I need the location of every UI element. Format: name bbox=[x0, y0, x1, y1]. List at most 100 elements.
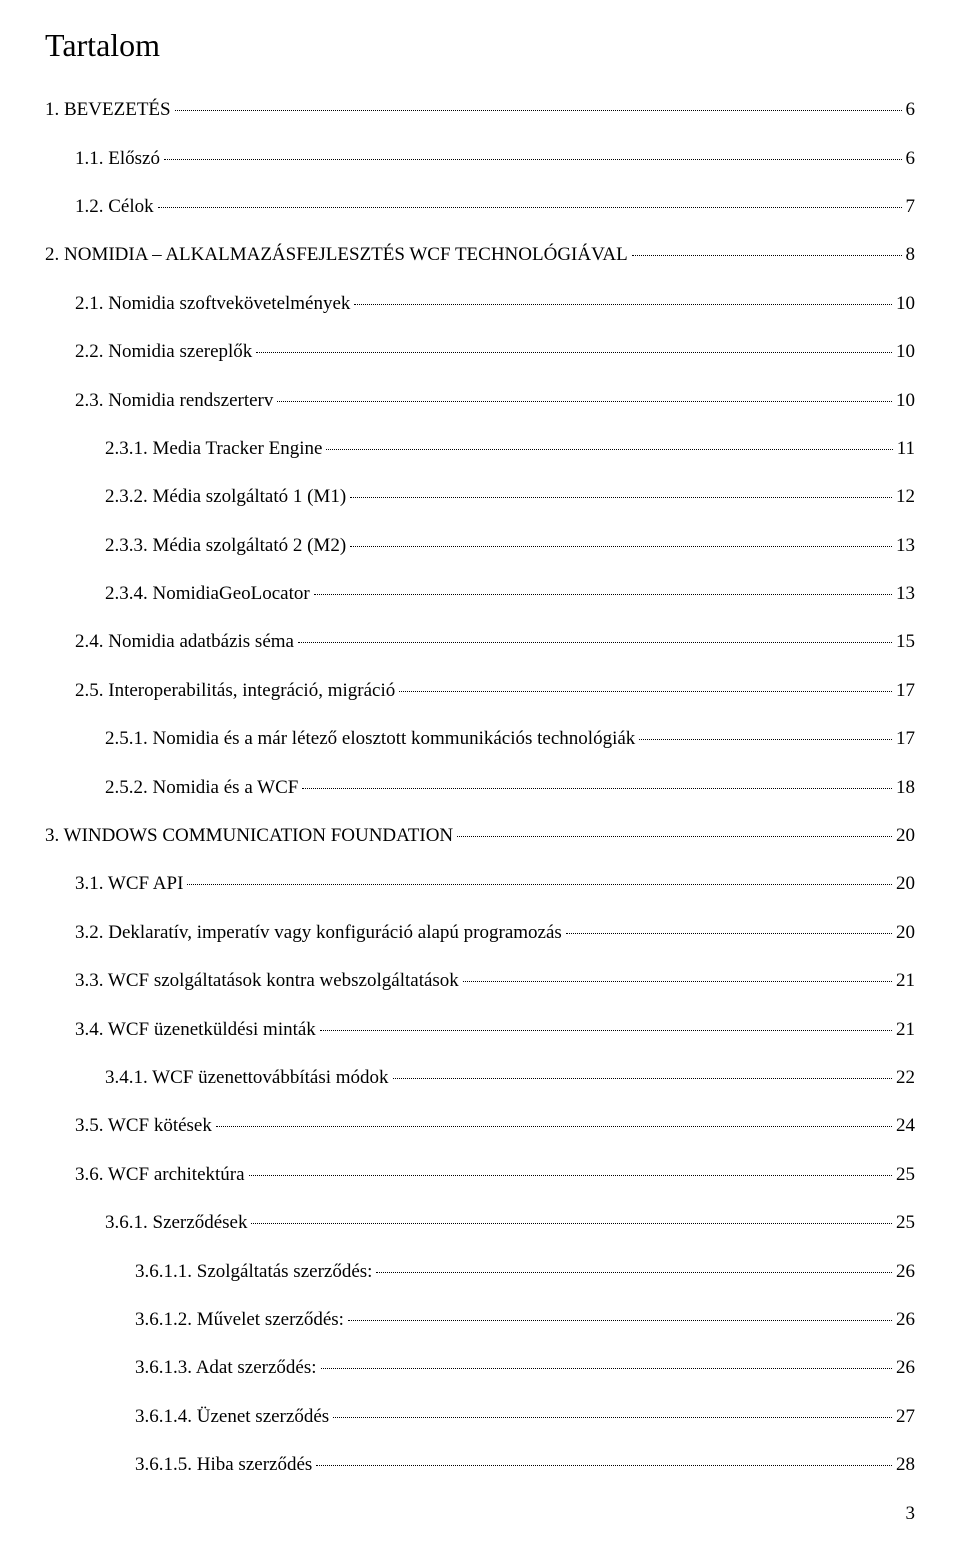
toc-leader bbox=[298, 642, 892, 643]
toc-leader bbox=[639, 739, 892, 740]
toc-leader bbox=[314, 594, 892, 595]
toc-entry: 1.1. Előszó 6 bbox=[45, 144, 915, 174]
toc-leader bbox=[376, 1272, 892, 1273]
table-of-contents: 1. BEVEZETÉS6 1.1. Előszó 6 1.2. Célok7 2. N… bbox=[45, 95, 915, 1480]
toc-entry-label: 2.3.2. Média szolgáltató 1 (M1) bbox=[105, 482, 346, 512]
toc-entry-page: 11 bbox=[897, 434, 915, 464]
toc-entry: 3.4.1. WCF üzenettovábbítási módok22 bbox=[45, 1063, 915, 1093]
toc-entry-label: 3.5. WCF kötések bbox=[75, 1111, 212, 1141]
toc-entry-label: 3.6.1.4. Üzenet szerződés bbox=[135, 1402, 329, 1432]
toc-entry-label: 3.6. WCF architektúra bbox=[75, 1160, 245, 1190]
toc-leader bbox=[320, 1030, 892, 1031]
toc-leader bbox=[164, 159, 902, 160]
toc-leader bbox=[216, 1126, 892, 1127]
toc-entry: 2. NOMIDIA – ALKALMAZÁSFEJLESZTÉS WCF TE… bbox=[45, 240, 915, 270]
toc-entry-page: 15 bbox=[896, 627, 915, 657]
toc-leader bbox=[463, 981, 892, 982]
toc-leader bbox=[632, 255, 902, 256]
toc-leader bbox=[158, 207, 902, 208]
toc-entry-page: 22 bbox=[896, 1063, 915, 1093]
toc-entry-page: 26 bbox=[896, 1257, 915, 1287]
toc-entry: 2.3.3. Média szolgáltató 2 (M2) 13 bbox=[45, 531, 915, 561]
toc-entry-label: 3.6.1.1. Szolgáltatás szerződés: bbox=[135, 1257, 372, 1287]
toc-entry-page: 17 bbox=[896, 676, 915, 706]
page-title: Tartalom bbox=[45, 20, 915, 71]
toc-entry-label: 3.4. WCF üzenetküldési minták bbox=[75, 1015, 316, 1045]
toc-entry: 2.5.1. Nomidia és a már létező elosztott… bbox=[45, 724, 915, 754]
toc-entry-label: 1.2. Célok bbox=[75, 192, 154, 222]
toc-entry: 1.2. Célok7 bbox=[45, 192, 915, 222]
toc-entry: 3.4. WCF üzenetküldési minták 21 bbox=[45, 1015, 915, 1045]
toc-entry-page: 25 bbox=[896, 1160, 915, 1190]
toc-entry-label: 2.3.1. Media Tracker Engine bbox=[105, 434, 322, 464]
toc-entry-page: 20 bbox=[896, 869, 915, 899]
toc-entry: 3.1. WCF API 20 bbox=[45, 869, 915, 899]
toc-entry: 3.6.1.1. Szolgáltatás szerződés: 26 bbox=[45, 1257, 915, 1287]
toc-entry: 3.2. Deklaratív, imperatív vagy konfigur… bbox=[45, 918, 915, 948]
toc-entry-page: 12 bbox=[896, 482, 915, 512]
toc-leader bbox=[399, 691, 892, 692]
toc-entry-label: 3.2. Deklaratív, imperatív vagy konfigur… bbox=[75, 918, 562, 948]
toc-entry-page: 25 bbox=[896, 1208, 915, 1238]
toc-leader bbox=[256, 352, 892, 353]
toc-entry: 2.3. Nomidia rendszerterv 10 bbox=[45, 386, 915, 416]
toc-leader bbox=[251, 1223, 892, 1224]
toc-leader bbox=[326, 449, 892, 450]
toc-entry: 3.6.1. Szerződések 25 bbox=[45, 1208, 915, 1238]
toc-entry-label: 3.6.1.3. Adat szerződés: bbox=[135, 1353, 317, 1383]
toc-entry: 1. BEVEZETÉS6 bbox=[45, 95, 915, 125]
toc-entry-page: 10 bbox=[896, 289, 915, 319]
toc-entry: 3.6.1.5. Hiba szerződés 28 bbox=[45, 1450, 915, 1480]
toc-leader bbox=[277, 401, 892, 402]
toc-entry-page: 26 bbox=[896, 1305, 915, 1335]
toc-entry-label: 1.1. Előszó bbox=[75, 144, 160, 174]
toc-leader bbox=[566, 933, 892, 934]
toc-entry-page: 28 bbox=[896, 1450, 915, 1480]
toc-entry: 3.3. WCF szolgáltatások kontra webszolgá… bbox=[45, 966, 915, 996]
toc-entry: 2.3.4. NomidiaGeoLocator13 bbox=[45, 579, 915, 609]
toc-leader bbox=[350, 497, 892, 498]
toc-entry: 2.4. Nomidia adatbázis séma 15 bbox=[45, 627, 915, 657]
toc-entry-label: 3.6.1. Szerződések bbox=[105, 1208, 247, 1238]
toc-entry-label: 3.6.1.5. Hiba szerződés bbox=[135, 1450, 312, 1480]
toc-entry: 3.6.1.2. Művelet szerződés: 26 bbox=[45, 1305, 915, 1335]
toc-entry-page: 21 bbox=[896, 966, 915, 996]
toc-entry-page: 13 bbox=[896, 531, 915, 561]
page-number: 3 bbox=[45, 1499, 915, 1529]
toc-entry-label: 3. WINDOWS COMMUNICATION FOUNDATION bbox=[45, 821, 453, 851]
toc-entry-label: 3.1. WCF API bbox=[75, 869, 183, 899]
toc-entry: 2.1. Nomidia szoftvekövetelmények 10 bbox=[45, 289, 915, 319]
toc-entry-label: 2.5.2. Nomidia és a WCF bbox=[105, 773, 298, 803]
toc-leader bbox=[348, 1320, 892, 1321]
toc-leader bbox=[249, 1175, 892, 1176]
toc-entry: 2.3.1. Media Tracker Engine 11 bbox=[45, 434, 915, 464]
toc-entry-label: 2.4. Nomidia adatbázis séma bbox=[75, 627, 294, 657]
toc-leader bbox=[321, 1368, 892, 1369]
toc-entry-page: 24 bbox=[896, 1111, 915, 1141]
toc-entry-label: 3.3. WCF szolgáltatások kontra webszolgá… bbox=[75, 966, 459, 996]
toc-entry-page: 6 bbox=[906, 144, 916, 174]
toc-entry-label: 2.5.1. Nomidia és a már létező elosztott… bbox=[105, 724, 635, 754]
toc-leader bbox=[333, 1417, 892, 1418]
toc-entry-label: 3.6.1.2. Művelet szerződés: bbox=[135, 1305, 344, 1335]
toc-entry: 2.3.2. Média szolgáltató 1 (M1) 12 bbox=[45, 482, 915, 512]
toc-entry-page: 20 bbox=[896, 821, 915, 851]
toc-entry: 2.2. Nomidia szereplők10 bbox=[45, 337, 915, 367]
toc-entry-label: 2.5. Interoperabilitás, integráció, migr… bbox=[75, 676, 395, 706]
toc-entry: 2.5.2. Nomidia és a WCF18 bbox=[45, 773, 915, 803]
toc-entry-label: 2.1. Nomidia szoftvekövetelmények bbox=[75, 289, 350, 319]
toc-entry-page: 10 bbox=[896, 386, 915, 416]
toc-leader bbox=[350, 546, 892, 547]
toc-entry-page: 17 bbox=[896, 724, 915, 754]
toc-entry-page: 8 bbox=[906, 240, 916, 270]
toc-entry-page: 21 bbox=[896, 1015, 915, 1045]
toc-entry: 3. WINDOWS COMMUNICATION FOUNDATION 20 bbox=[45, 821, 915, 851]
toc-leader bbox=[302, 788, 892, 789]
toc-leader bbox=[316, 1465, 892, 1466]
toc-entry-page: 27 bbox=[896, 1402, 915, 1432]
toc-leader bbox=[354, 304, 892, 305]
toc-entry-page: 6 bbox=[906, 95, 916, 125]
toc-entry-label: 2.3. Nomidia rendszerterv bbox=[75, 386, 273, 416]
toc-entry-label: 2.3.3. Média szolgáltató 2 (M2) bbox=[105, 531, 346, 561]
toc-leader bbox=[175, 110, 902, 111]
